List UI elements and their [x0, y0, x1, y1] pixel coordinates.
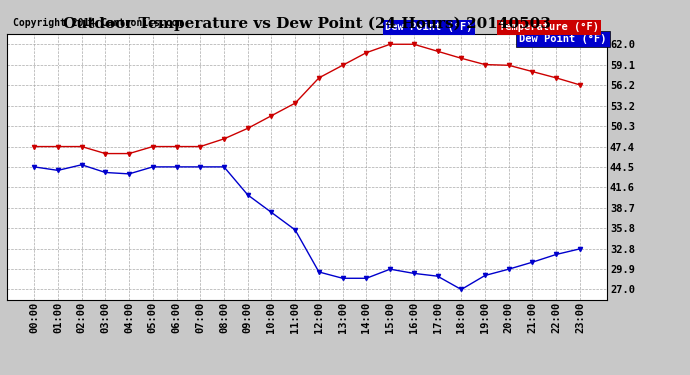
- Title: Outdoor Temperature vs Dew Point (24 Hours) 20140503: Outdoor Temperature vs Dew Point (24 Hou…: [63, 17, 551, 31]
- Text: Temperature (°F): Temperature (°F): [499, 22, 599, 32]
- Text: Copyright 2014 Cartronics.com: Copyright 2014 Cartronics.com: [13, 18, 184, 28]
- Text: Dew Point (°F): Dew Point (°F): [519, 34, 607, 44]
- Text: Dew Point (°F): Dew Point (°F): [385, 22, 473, 32]
